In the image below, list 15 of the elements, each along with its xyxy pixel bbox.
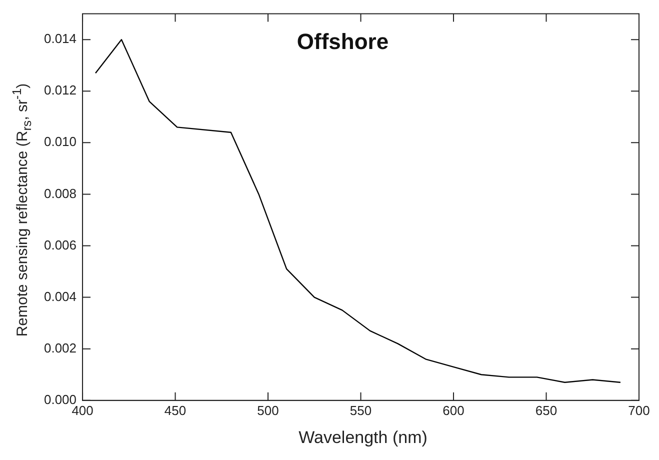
y-tick-label: 0.012 [44,82,77,98]
y-tick-label: 0.010 [44,134,77,150]
y-tick-label: 0.014 [44,31,77,46]
x-tick-label: 550 [350,402,372,418]
x-tick-label: 600 [442,402,464,418]
x-tick-label: 700 [628,402,650,418]
x-tick-label: 650 [535,402,558,418]
y-tick-label: 0.008 [44,186,77,201]
x-tick-label: 500 [257,402,279,418]
y-tick-label: 0.004 [44,288,77,304]
x-tick-label: 450 [164,402,186,418]
y-tick-label: 0.002 [44,340,77,356]
text: Offshore [296,28,389,54]
y-tick-label: 0.006 [44,237,77,252]
x-axis-title: Wavelength (nm) [298,428,428,448]
